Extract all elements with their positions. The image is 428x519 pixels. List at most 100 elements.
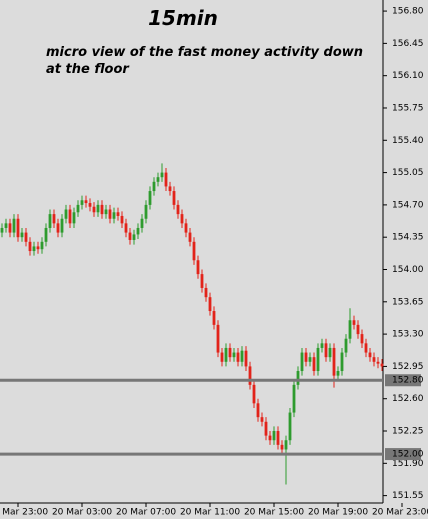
x-tick-label: 20 Mar 03:00	[52, 508, 112, 518]
candle-body	[172, 191, 176, 205]
candle-body	[32, 246, 36, 252]
x-tick-label: 20 Mar 23:00	[372, 508, 428, 518]
candle-body	[20, 232, 24, 238]
candle-body	[260, 417, 264, 422]
level-label: 152.80	[392, 376, 424, 386]
candle-body	[364, 343, 368, 353]
candle-body	[204, 287, 208, 298]
candle-body	[216, 324, 220, 353]
x-tick-label: 20 Mar 07:00	[116, 508, 176, 518]
y-tick-label: 154.00	[392, 265, 424, 275]
candle-body	[16, 218, 20, 238]
candle-body	[156, 177, 160, 182]
candle-body	[192, 241, 196, 261]
x-tick-label: 20 Mar 19:00	[308, 508, 368, 518]
candle-body	[124, 223, 128, 233]
candle-body	[76, 204, 80, 213]
candle-body	[332, 347, 336, 376]
level-label: 152.00	[392, 450, 424, 460]
candle-body	[296, 371, 300, 385]
candle-body	[164, 172, 168, 187]
candle-body	[40, 241, 44, 250]
candle-body	[64, 209, 68, 219]
candle-body	[160, 172, 164, 178]
candle-body	[320, 343, 324, 348]
candle-body	[356, 324, 360, 335]
candle-body	[176, 204, 180, 215]
candle-body	[44, 227, 48, 242]
candle-body	[52, 214, 56, 224]
candle-body	[148, 191, 152, 205]
candle-body	[228, 347, 232, 358]
candle-body	[312, 357, 316, 372]
candle-body	[352, 320, 356, 325]
candle-body	[380, 363, 384, 367]
y-tick-label: 152.60	[392, 394, 424, 404]
candle-body	[316, 347, 320, 372]
y-tick-label: 156.10	[392, 71, 424, 81]
candle-body	[288, 412, 292, 441]
candle-body	[104, 209, 108, 215]
x-tick-label: 20 Mar 15:00	[244, 508, 304, 518]
candle-body	[4, 223, 8, 228]
candle-body	[28, 241, 32, 252]
candle-body	[188, 232, 192, 242]
y-tick-label: 151.55	[392, 491, 424, 501]
y-tick-label: 151.90	[392, 459, 424, 469]
x-tick-label: 20 Mar 11:00	[180, 508, 240, 518]
candle-body	[60, 218, 64, 233]
y-tick-label: 153.65	[392, 297, 424, 307]
y-tick-label: 154.70	[392, 200, 424, 210]
candle-body	[336, 371, 340, 376]
y-tick-label: 153.30	[392, 330, 424, 340]
candle-body	[232, 352, 236, 358]
candle-body	[96, 204, 100, 213]
candle-body	[220, 352, 224, 362]
candle-body	[128, 232, 132, 240]
candle-body	[240, 350, 244, 362]
candle-body	[212, 311, 216, 325]
candle-body	[8, 223, 12, 233]
candle-body	[184, 223, 188, 233]
candle-body	[208, 297, 212, 312]
level-label-box	[385, 374, 421, 387]
candle-body	[268, 435, 272, 441]
candle-body	[344, 338, 348, 353]
candle-body	[152, 181, 156, 192]
candle-body	[248, 366, 252, 385]
candle-body	[120, 215, 124, 224]
candle-body	[340, 352, 344, 372]
candle-body	[348, 320, 352, 339]
candle-body	[12, 218, 16, 233]
candle-body	[72, 212, 76, 224]
level-label-box	[385, 448, 421, 461]
candle-body	[0, 227, 4, 233]
candle-body	[24, 232, 28, 242]
candle-body	[272, 431, 276, 441]
candle-body	[100, 204, 104, 215]
candle-body	[244, 350, 248, 367]
candle-body	[88, 203, 92, 207]
candle-body	[200, 274, 204, 288]
annotation: micro view of the fast money activity do…	[46, 45, 364, 77]
y-tick-label: 156.80	[392, 7, 424, 17]
candle-body	[236, 352, 240, 362]
candle-body	[256, 403, 260, 418]
y-tick-label: 152.95	[392, 362, 424, 372]
y-tick-label: 155.05	[392, 168, 424, 178]
candle-body	[116, 212, 120, 216]
candle-body	[328, 347, 332, 358]
candle-body	[280, 444, 284, 450]
y-tick-label: 155.40	[392, 136, 424, 146]
y-tick-label: 152.25	[392, 427, 424, 437]
candle-body	[368, 352, 372, 358]
candle-body	[300, 352, 304, 372]
y-tick-label: 155.75	[392, 103, 424, 113]
candle-body	[376, 361, 380, 364]
candle-body	[108, 209, 112, 219]
candle-body	[324, 343, 328, 358]
candle-body	[360, 334, 364, 344]
candle-body	[136, 227, 140, 235]
